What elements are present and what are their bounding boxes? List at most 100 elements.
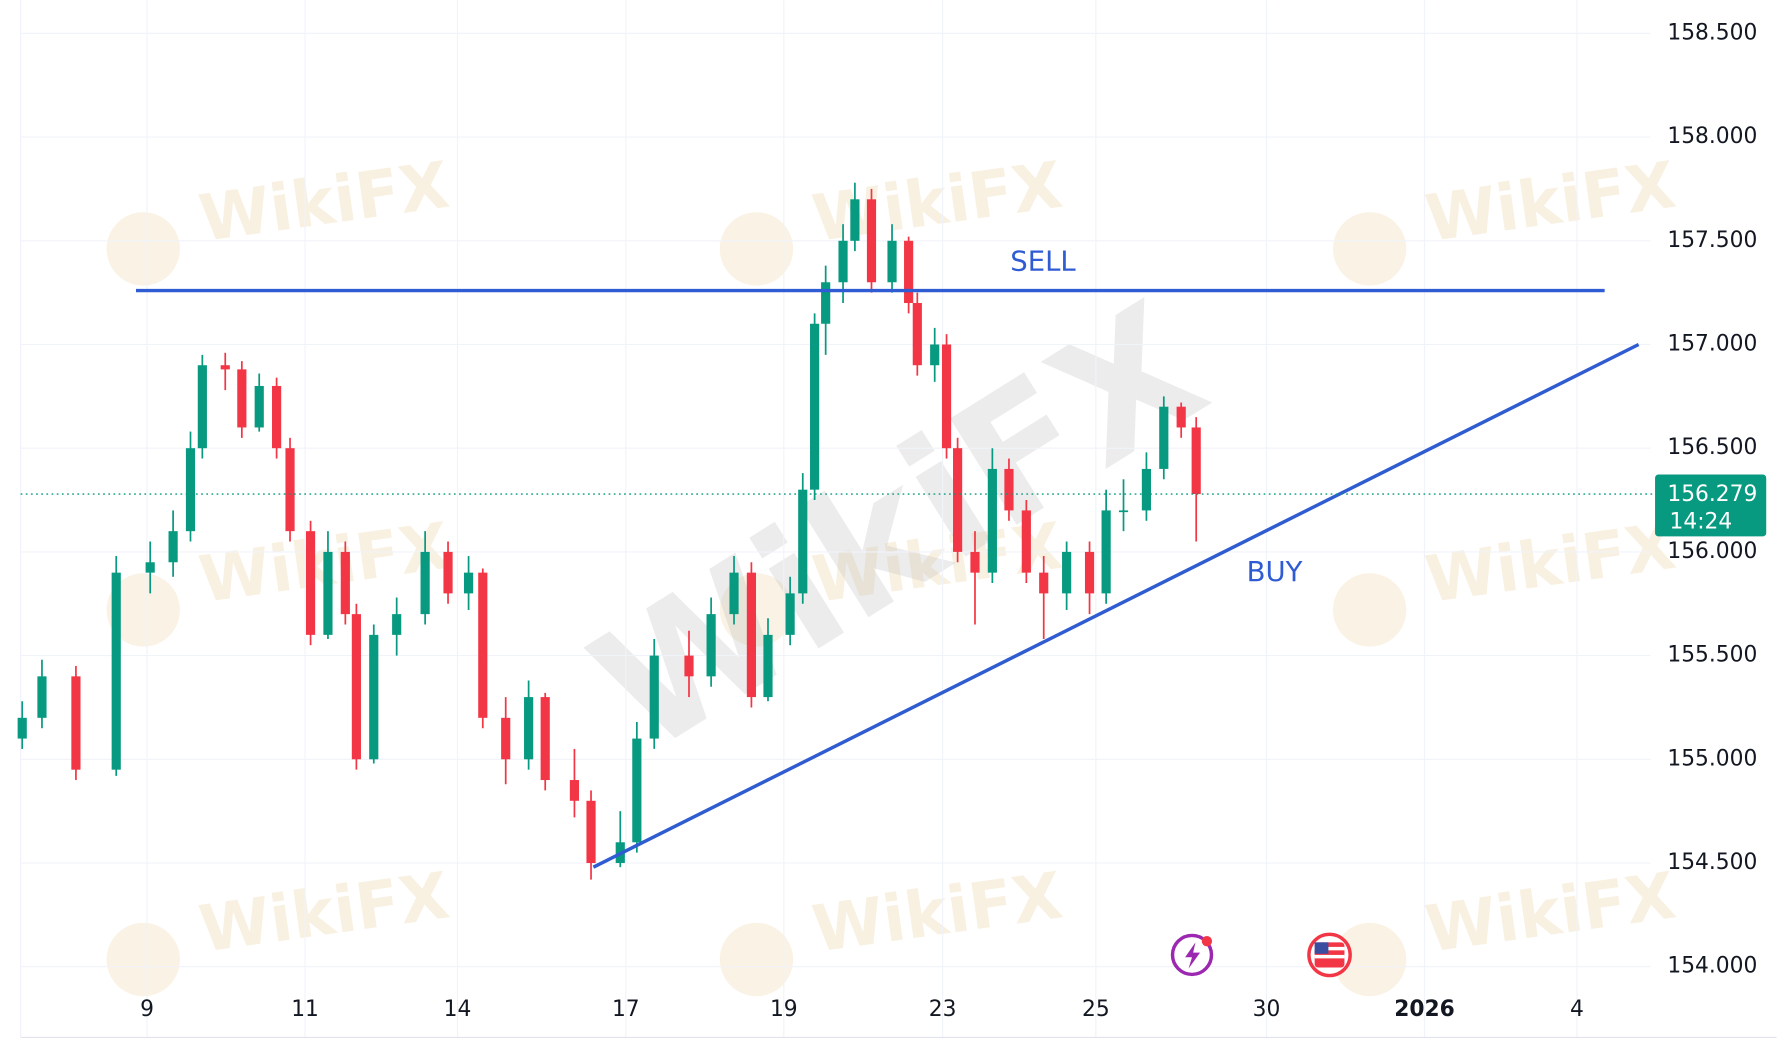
candle-body: [540, 697, 550, 781]
watermark-large: WikiFX: [561, 265, 1237, 791]
candle-body: [821, 282, 831, 324]
candle-body: [987, 468, 997, 573]
watermark-logo: [106, 573, 180, 647]
candle-body: [351, 614, 361, 760]
annotations: SELL BUY: [20, 246, 1656, 869]
last-price-box: [1655, 474, 1767, 537]
candle-body: [729, 572, 739, 615]
watermark: WikiFX: [808, 858, 1067, 967]
candle-body: [1191, 427, 1201, 495]
candle-body: [1159, 406, 1169, 469]
candle-body: [1084, 551, 1095, 594]
candle-body: [904, 240, 914, 304]
x-tick-label: 23: [929, 997, 957, 1022]
candle-body: [810, 323, 820, 490]
candle-body: [798, 489, 808, 594]
watermark: WikiFX: [195, 858, 454, 967]
candle-body: [763, 634, 773, 698]
candle-body: [912, 303, 922, 366]
x-tick-label: 25: [1082, 997, 1110, 1022]
event-dot: [1201, 936, 1213, 947]
candle-body: [237, 369, 247, 428]
y-tick-label: 155.000: [1667, 746, 1757, 771]
watermark: WikiFX: [1421, 509, 1680, 618]
x-tick-label: 14: [444, 997, 472, 1022]
x-tick-label: 4: [1570, 997, 1584, 1022]
watermark-logo: [106, 212, 180, 286]
candle-body: [17, 717, 27, 739]
candle-body: [323, 551, 333, 635]
buy-label: BUY: [1247, 556, 1303, 588]
watermark-logo: [1332, 922, 1407, 997]
candle-body: [1118, 510, 1129, 513]
candle-body: [1062, 551, 1072, 594]
y-tick-label: 157.000: [1667, 331, 1757, 356]
candle-body: [220, 365, 230, 370]
candle-body: [392, 614, 402, 635]
candle-body: [970, 551, 980, 573]
candle-body: [866, 199, 877, 283]
candle-body: [1039, 572, 1049, 594]
x-tick-label: 11: [291, 997, 319, 1022]
watermark: WikiFX: [1421, 858, 1680, 967]
y-tick-label: 154.000: [1667, 954, 1757, 979]
y-tick-label: 154.500: [1667, 850, 1757, 875]
candle-body: [1021, 510, 1031, 573]
watermark-logo: [719, 922, 794, 997]
candle-body: [953, 448, 963, 552]
x-tick-label: 9: [140, 997, 154, 1022]
candle-body: [887, 240, 897, 283]
candle-body: [1004, 468, 1014, 511]
x-tick-label: 19: [770, 997, 798, 1022]
y-tick-label: 158.500: [1667, 20, 1757, 45]
candle-body: [941, 344, 952, 449]
flag-stripe: [1314, 954, 1345, 959]
candle-body: [185, 448, 196, 532]
candle-body: [340, 551, 350, 615]
candle-body: [1101, 510, 1111, 594]
candle-body: [850, 199, 860, 241]
candle-body: [272, 385, 282, 449]
candle-body: [1176, 406, 1186, 428]
trend-line: [592, 342, 1640, 869]
candle-body: [930, 344, 940, 366]
candle-body: [632, 738, 642, 843]
y-tick-label: 158.000: [1667, 124, 1757, 149]
flag-stripe: [1314, 946, 1345, 951]
candle-body: [1141, 468, 1152, 511]
candle-body: [71, 676, 81, 770]
candle-body: [369, 634, 379, 760]
y-tick-label: 156.500: [1667, 435, 1757, 460]
watermark-logo: [1332, 573, 1407, 647]
candle-body: [285, 448, 295, 532]
candle-body: [838, 240, 848, 283]
last-price-label: 156.279: [1667, 482, 1757, 507]
event-bolt: [1185, 942, 1201, 969]
candle-body: [684, 655, 694, 677]
candle-body: [443, 551, 453, 594]
x-tick-label: 30: [1253, 997, 1281, 1022]
candle-body: [569, 780, 580, 801]
y-tick-label: 155.500: [1667, 643, 1757, 668]
candle-body: [305, 531, 316, 635]
candles: [17, 182, 1201, 880]
countdown-label: 14:24: [1670, 510, 1733, 535]
watermark-logo: [1332, 212, 1407, 286]
candle-body: [168, 531, 178, 563]
y-tick-label: 156.000: [1667, 539, 1757, 564]
candle-body: [111, 572, 121, 770]
grid: [20, 0, 1651, 1038]
flag-canton: [1314, 942, 1329, 954]
candle-body: [254, 385, 264, 428]
event-icon[interactable]: [1170, 933, 1214, 977]
flag-icon[interactable]: [1307, 932, 1352, 978]
candle-body: [463, 572, 474, 594]
watermark-logo: [719, 212, 794, 286]
candle-body: [197, 365, 207, 449]
candle-body: [706, 614, 716, 677]
candle-body: [420, 551, 430, 615]
candle-body: [785, 593, 795, 635]
x-tick-label: 17: [612, 997, 640, 1022]
